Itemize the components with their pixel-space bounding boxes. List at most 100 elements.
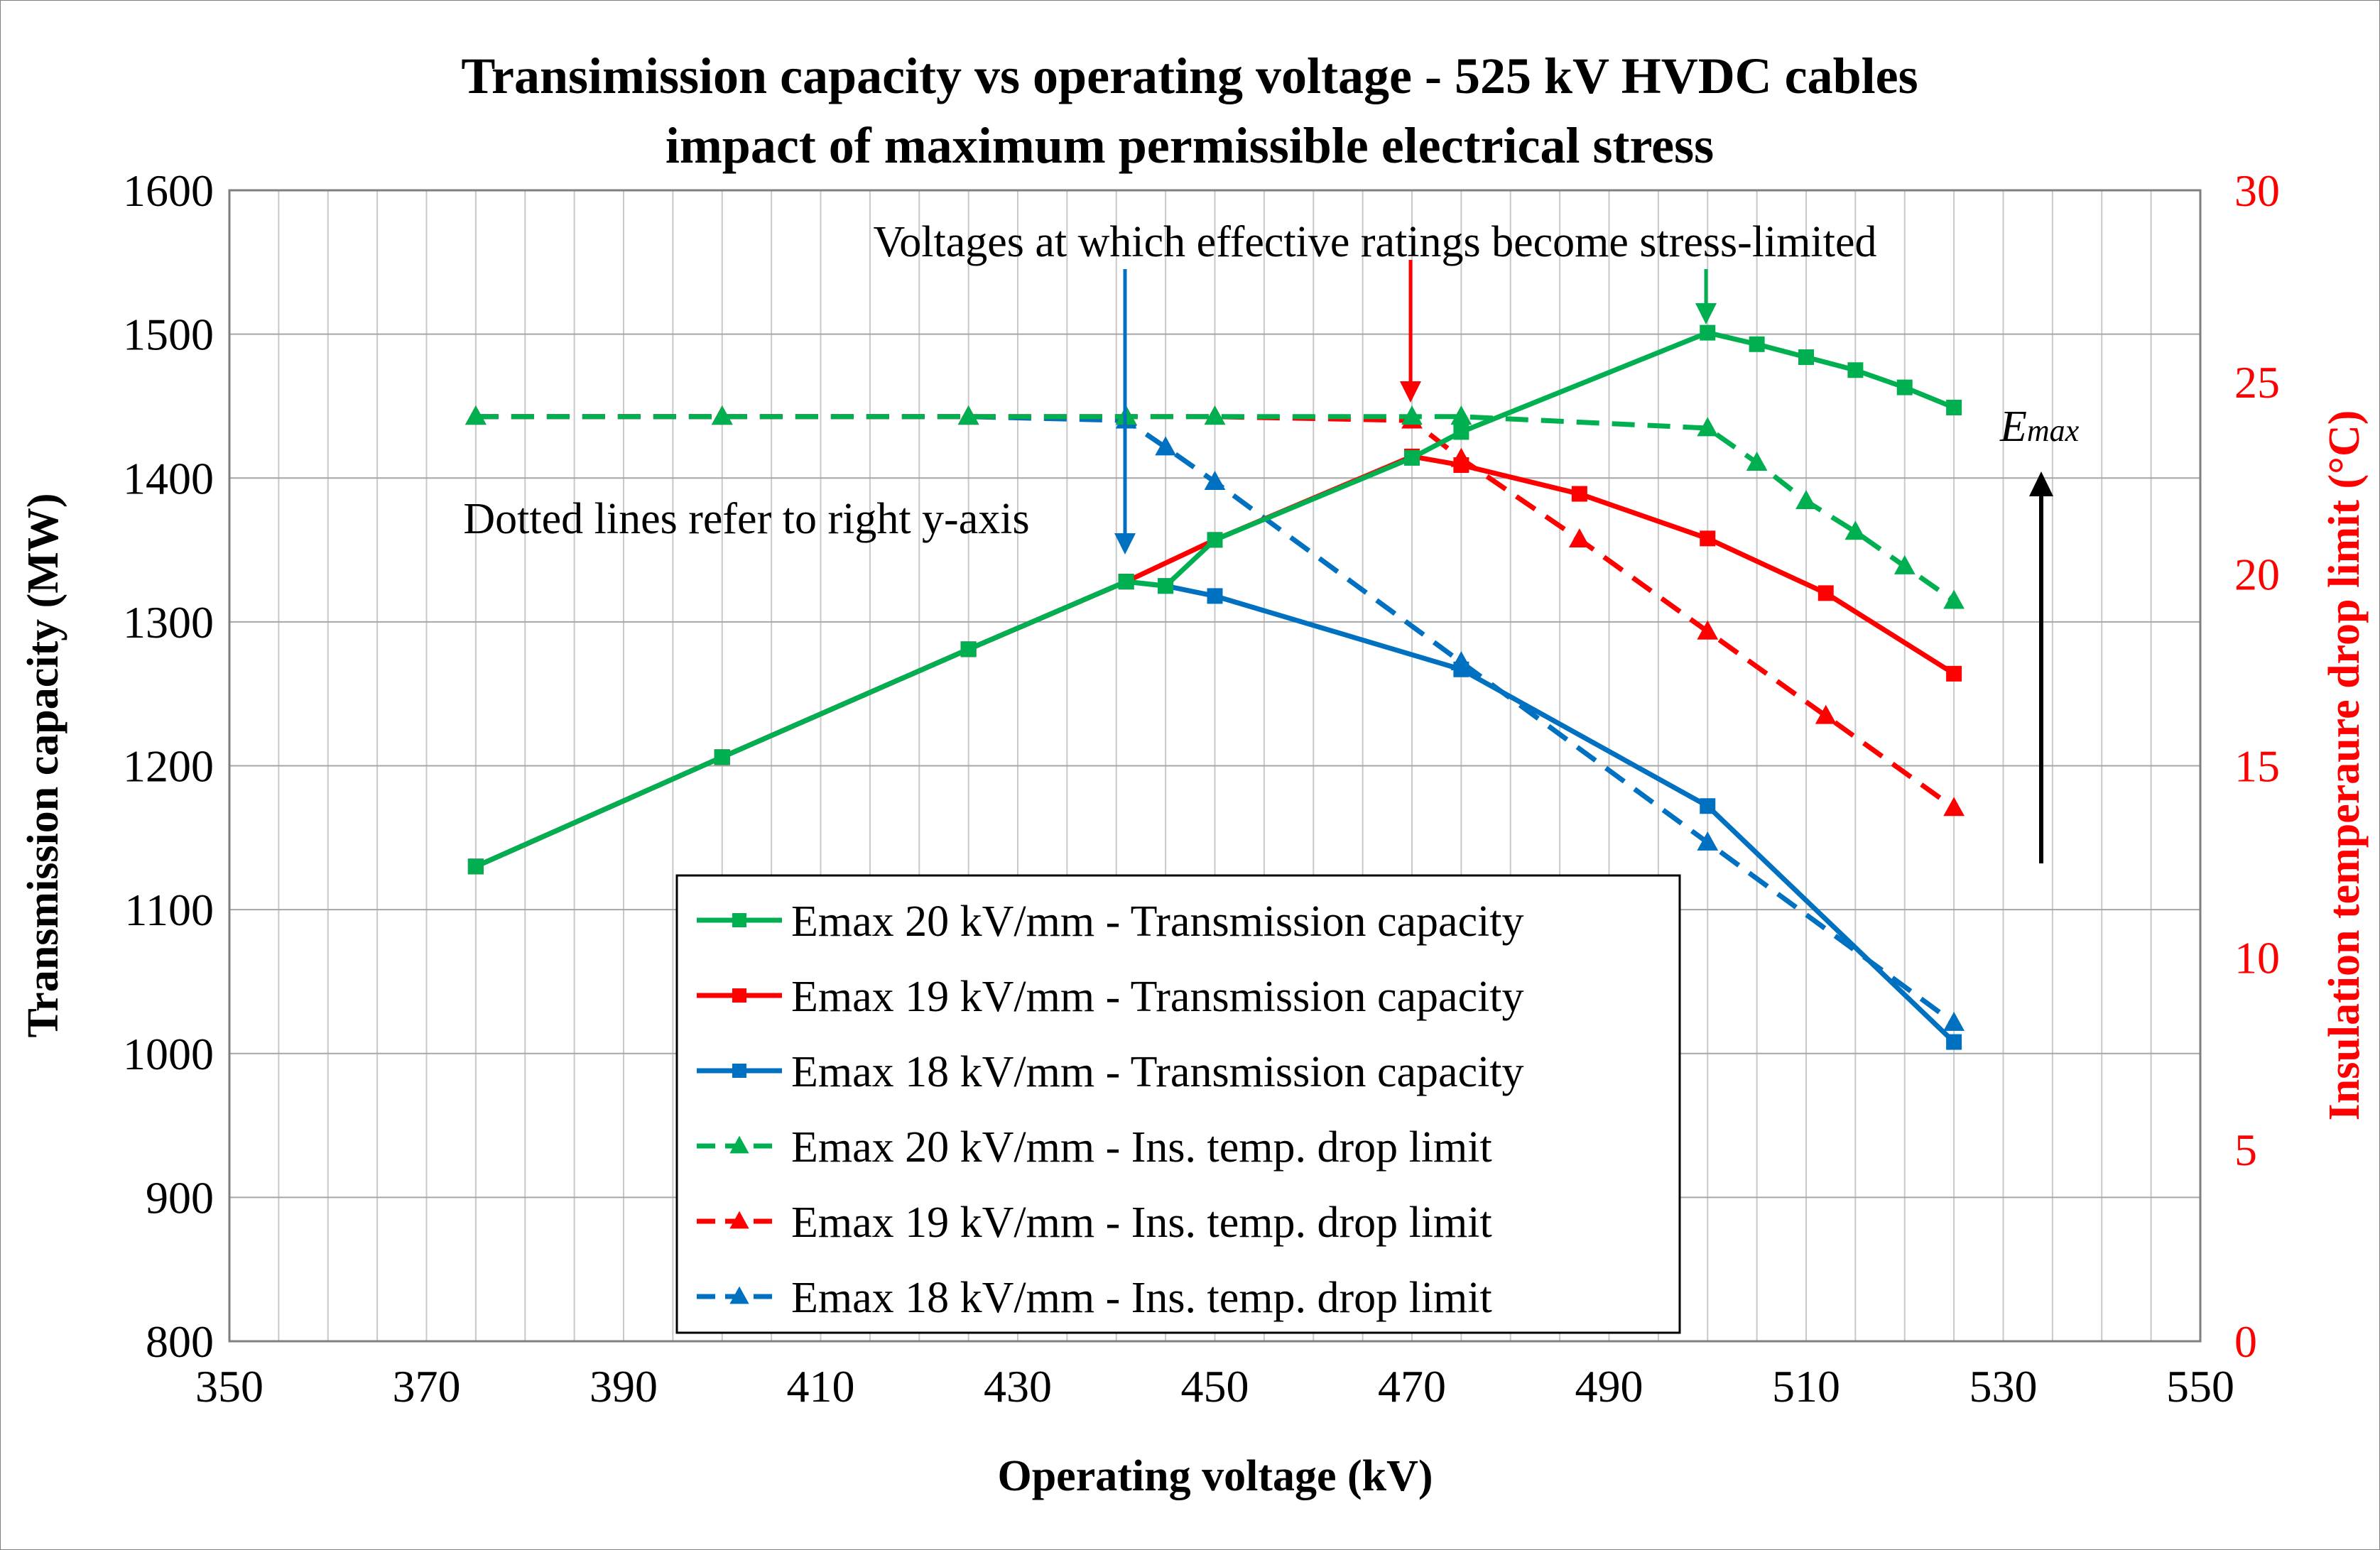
legend-label: Emax 20 kV/mm - Ins. temp. drop limit [791,1123,1492,1172]
legend-item-6: Emax 18 kV/mm - Ins. temp. drop limit [697,1274,1492,1322]
dotted-lines-annotation: Dotted lines refer to right y-axis [463,495,1029,543]
x-tick-label: 370 [393,1361,461,1412]
data-point-marker [1795,490,1817,510]
y2-tick-label: 30 [2234,165,2280,216]
data-point-marker [1749,336,1765,352]
data-point-marker [1946,665,1962,682]
y-tick-label: 1300 [123,597,214,648]
y-tick-label: 1600 [123,165,214,216]
data-point-marker [1746,452,1768,471]
data-point-marker [1943,797,1965,817]
data-point-marker [1401,405,1423,425]
x-tick-label: 550 [2166,1361,2234,1412]
data-point-marker [714,749,730,765]
data-point-marker [1453,661,1469,677]
data-point-marker [1844,520,1866,540]
y-tick-labels: 800 900 1000 1100 1200 1300 1400 1500 1600 [123,165,214,1367]
data-point-marker [464,405,487,425]
data-point-marker [957,405,979,425]
y-tick-label: 900 [146,1172,214,1223]
data-point-marker [1155,436,1177,456]
data-point-marker [1697,831,1719,851]
legend-box [675,874,1681,1334]
data-point-marker [1700,530,1716,547]
green-down-arrow [1695,269,1717,324]
y-tick-label: 1500 [123,310,214,360]
data-point-marker [1571,486,1587,502]
y2-tick-labels: 0 5 10 15 20 25 30 [2234,165,2280,1367]
legend-item-3: Emax 18 kV/mm - Transmission capacity [697,1048,1524,1096]
legend-label: Emax 18 kV/mm - Transmission capacity [791,1048,1524,1096]
series-1 [467,324,1962,875]
legend-item-1: Emax 20 kV/mm - Transmission capacity [697,897,1524,946]
data-point-marker [1453,457,1469,474]
x-tick-label: 430 [984,1361,1052,1412]
legend-label: Emax 18 kV/mm - Ins. temp. drop limit [791,1274,1492,1322]
data-point-marker [1943,589,1965,609]
data-point-marker [729,1211,749,1229]
data-point-marker [1404,449,1420,466]
emax-annotation: Emax [1999,403,2080,451]
red-down-arrow [1400,260,1421,403]
data-point-marker [729,1135,749,1154]
data-point-marker [960,641,977,657]
data-point-marker [1946,399,1962,415]
x-tick-label: 350 [195,1361,263,1412]
data-point-marker [1943,1011,1965,1031]
data-point-marker [732,988,746,1003]
data-point-marker [1847,362,1864,378]
series-line [474,330,1955,869]
data-point-marker [1946,1034,1962,1050]
data-point-marker [711,405,733,425]
chart-title-line-2: impact of maximum permissible electrical… [665,117,1714,174]
series-layer [464,324,1965,1050]
legend-item-4: Emax 20 kV/mm - Ins. temp. drop limit [697,1123,1492,1172]
y-tick-label: 1100 [124,885,214,935]
y-tick-label: 1000 [123,1029,214,1079]
series-4 [464,405,1965,609]
data-point-marker [1700,324,1716,341]
data-point-marker [1118,574,1134,590]
data-point-marker [1893,555,1916,574]
data-point-marker [732,913,746,927]
y2-axis-title: Insulation temperaure drop limit (°C) [2320,410,2369,1121]
data-point-marker [729,1286,749,1304]
data-point-marker [1697,417,1719,437]
y2-tick-label: 5 [2234,1125,2257,1175]
legend-label: Emax 20 kV/mm - Transmission capacity [791,897,1524,946]
data-point-marker [1207,588,1223,604]
data-point-marker [1158,578,1174,594]
data-point-marker [1453,424,1469,440]
y-axis-title: Transmission capacity (MW) [19,493,67,1038]
y-tick-label: 1400 [123,453,214,503]
data-point-marker [467,858,484,875]
x-tick-labels: 350 370 390 410 430 450 470 490 510 530 550 [195,1361,2234,1412]
legend-label: Emax 19 kV/mm - Transmission capacity [791,973,1524,1021]
data-point-marker [1568,528,1590,548]
legend-label: Emax 19 kV/mm - Ins. temp. drop limit [791,1199,1492,1247]
legend-item-2: Emax 19 kV/mm - Transmission capacity [697,973,1524,1021]
y2-tick-label: 10 [2234,933,2280,983]
x-tick-label: 390 [589,1361,658,1412]
y2-tick-label: 25 [2234,357,2280,408]
emax-letter: E [1999,403,2027,451]
data-point-marker [1450,405,1472,425]
x-tick-label: 490 [1575,1361,1643,1412]
x-tick-label: 450 [1181,1361,1249,1412]
chart-title-line-1: Transimission capacity vs operating volt… [461,48,1918,104]
data-point-marker [1204,405,1226,425]
y2-tick-label: 20 [2234,549,2280,599]
data-point-marker [1896,379,1913,395]
x-tick-label: 470 [1378,1361,1446,1412]
x-tick-label: 530 [1969,1361,2038,1412]
y2-tick-label: 15 [2234,741,2280,792]
data-point-marker [1815,704,1837,724]
legend: Emax 20 kV/mm - Transmission capacity Ema… [675,874,1681,1334]
blue-down-arrow [1114,269,1136,555]
emax-subscript: max [2027,413,2080,448]
plot-area [228,189,2202,1343]
y2-tick-label: 0 [2234,1316,2257,1367]
data-point-marker [732,1064,746,1078]
